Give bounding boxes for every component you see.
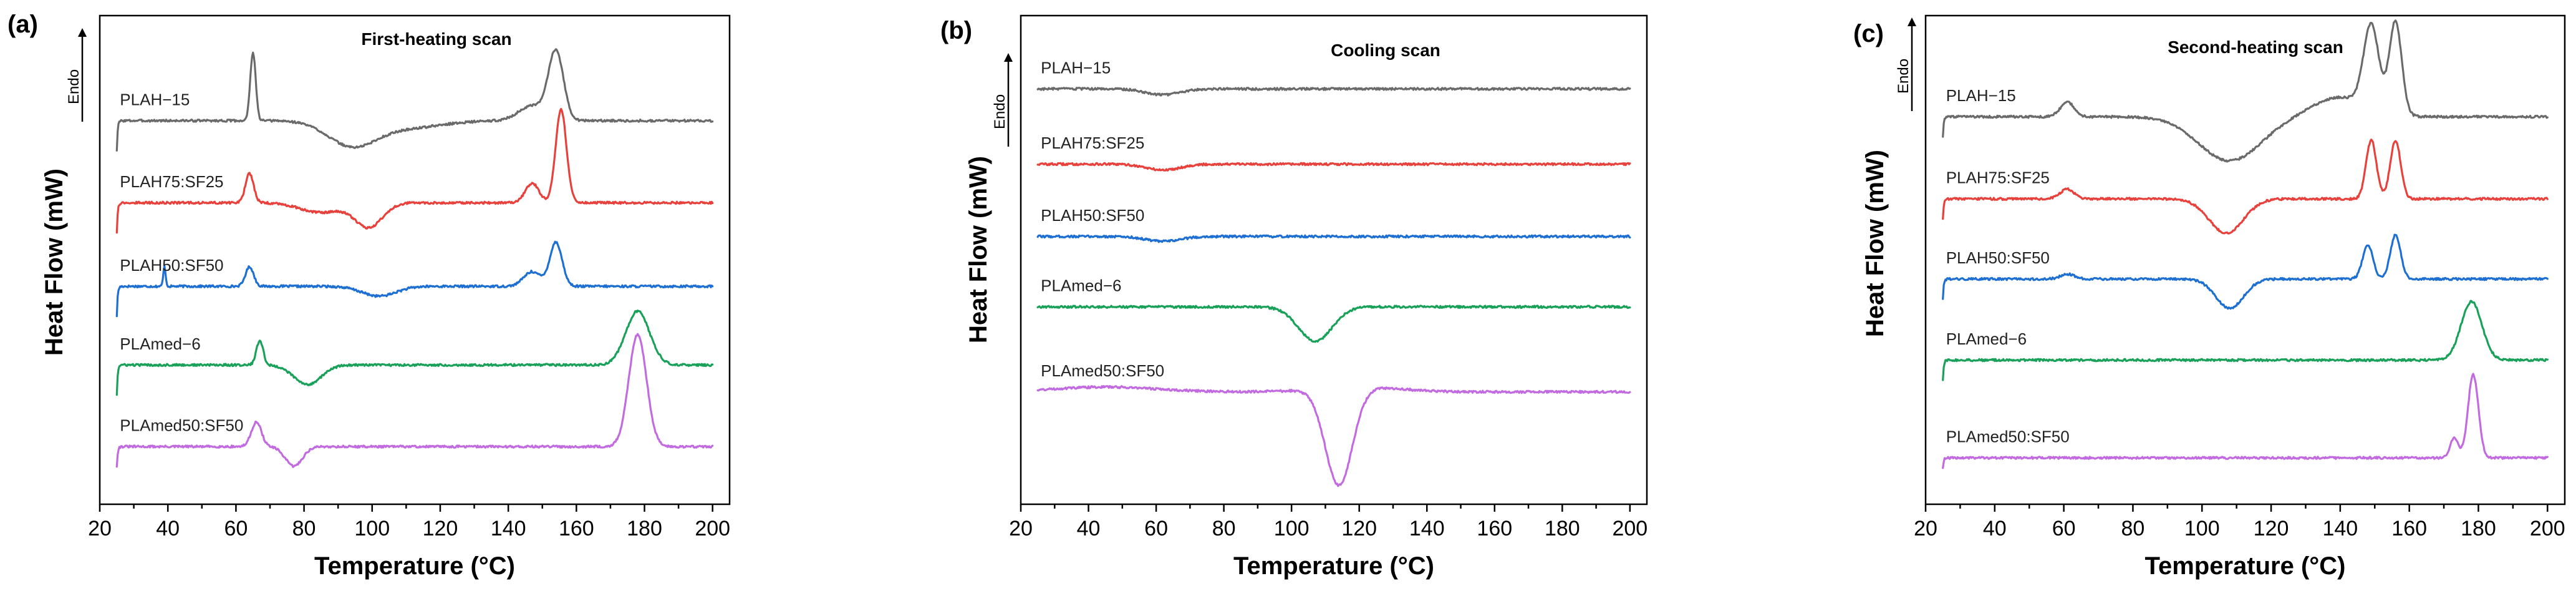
series-line (115, 48, 714, 152)
x-tick-label: 100 (1274, 517, 1310, 540)
series-line (115, 333, 714, 468)
panel-title: Cooling scan (1331, 41, 1440, 60)
series-label: PLAmed50:SF50 (1041, 361, 1164, 380)
x-tick-label: 140 (491, 517, 526, 540)
x-tick-label: 200 (2530, 517, 2565, 540)
series-line (1036, 385, 1631, 487)
series-line (1942, 373, 2549, 469)
plot-frame (1924, 14, 2566, 506)
endo-arrow-icon (1004, 53, 1013, 147)
x-tick-label: 80 (292, 517, 316, 540)
x-tick-label: 20 (1914, 517, 1937, 540)
series-label: PLAmed50:SF50 (120, 416, 243, 435)
x-tick-label: 120 (2254, 517, 2289, 540)
series-label: PLAH50:SF50 (1946, 248, 2050, 267)
x-tick-label: 180 (627, 517, 662, 540)
plot-frame (99, 14, 731, 506)
series-label: PLAH75:SF25 (1041, 134, 1144, 152)
series-line (115, 240, 714, 318)
panel-letter: (b) (940, 17, 972, 44)
y-axis-title: Heat Flow (mW) (1861, 150, 1889, 337)
panel-a: 20 40 60 80 100 120 140 160 180 200 (a) First-heati… (7, 11, 731, 580)
x-tick-label: 80 (2121, 517, 2145, 540)
x-tick-label: 80 (1212, 517, 1236, 540)
x-tick-label: 160 (1477, 517, 1512, 540)
series-label: PLAH75:SF25 (120, 172, 223, 191)
series-label: PLAmed−6 (120, 335, 200, 353)
series-label: PLAH−15 (120, 90, 190, 109)
x-tick-label: 160 (559, 517, 594, 540)
series-label: PLAH50:SF50 (120, 256, 223, 275)
panel-letter: (c) (1853, 20, 1884, 47)
x-tick-label: 20 (1009, 517, 1033, 540)
x-tick-label: 120 (423, 517, 458, 540)
y-axis-title: Heat Flow (mW) (965, 156, 992, 343)
x-tick-label: 200 (1612, 517, 1647, 540)
series-label: PLAH50:SF50 (1041, 206, 1144, 225)
x-tick-label: 60 (2052, 517, 2076, 540)
x-axis-title: Temperature (°C) (2145, 552, 2346, 580)
series-label: PLAmed−6 (1041, 276, 1121, 295)
endo-label: Endo (1895, 59, 1912, 94)
panel-b: 20 40 60 80 100 120 140 160 180 200 (b) Cooling sca… (940, 14, 1648, 580)
x-tick-label: 100 (2184, 517, 2220, 540)
x-tick-label: 40 (156, 517, 180, 540)
series-line (115, 107, 714, 234)
panel-title: First-heating scan (361, 29, 511, 49)
panel-title: Second-heating scan (2168, 37, 2343, 57)
series-label: PLAmed−6 (1946, 330, 2027, 348)
endo-arrow-icon (1908, 17, 1916, 111)
panel-c: 20 40 60 80 100 120 140 160 180 200 (c) Second-heat… (1853, 14, 2566, 580)
x-tick-label: 180 (1545, 517, 1580, 540)
series-label: PLAH75:SF25 (1946, 169, 2050, 187)
series-line (1942, 300, 2549, 381)
series-line (115, 310, 714, 396)
panel-letter: (a) (7, 11, 38, 38)
x-tick-label: 140 (2322, 517, 2358, 540)
y-axis-title: Heat Flow (mW) (41, 169, 68, 356)
series-line (1942, 233, 2549, 310)
plot-frame (1020, 14, 1648, 506)
x-axis-title: Temperature (°C) (1233, 552, 1434, 580)
series-label: PLAH−15 (1946, 86, 2016, 105)
x-tick-label: 120 (1341, 517, 1377, 540)
series-line (1036, 87, 1631, 97)
endo-arrow-icon (78, 28, 87, 122)
series-line (1036, 305, 1631, 343)
x-tick-label: 160 (2391, 517, 2427, 540)
x-tick-label: 40 (1077, 517, 1101, 540)
series-label: PLAmed50:SF50 (1946, 427, 2070, 446)
x-tick-label: 200 (695, 517, 730, 540)
x-tick-label: 100 (354, 517, 390, 540)
x-tick-label: 60 (224, 517, 248, 540)
series-line (1036, 162, 1631, 172)
x-tick-label: 60 (1144, 517, 1168, 540)
series-line (1942, 19, 2549, 163)
x-tick-label: 20 (88, 517, 112, 540)
x-axis-title: Temperature (°C) (314, 552, 515, 580)
series-line (1942, 139, 2549, 235)
series-label: PLAH−15 (1041, 58, 1111, 77)
x-tick-label: 140 (1409, 517, 1445, 540)
endo-label: Endo (65, 69, 82, 104)
x-tick-label: 40 (1983, 517, 2007, 540)
series-line (1036, 234, 1631, 243)
endo-label: Endo (991, 94, 1008, 129)
x-tick-label: 180 (2461, 517, 2496, 540)
